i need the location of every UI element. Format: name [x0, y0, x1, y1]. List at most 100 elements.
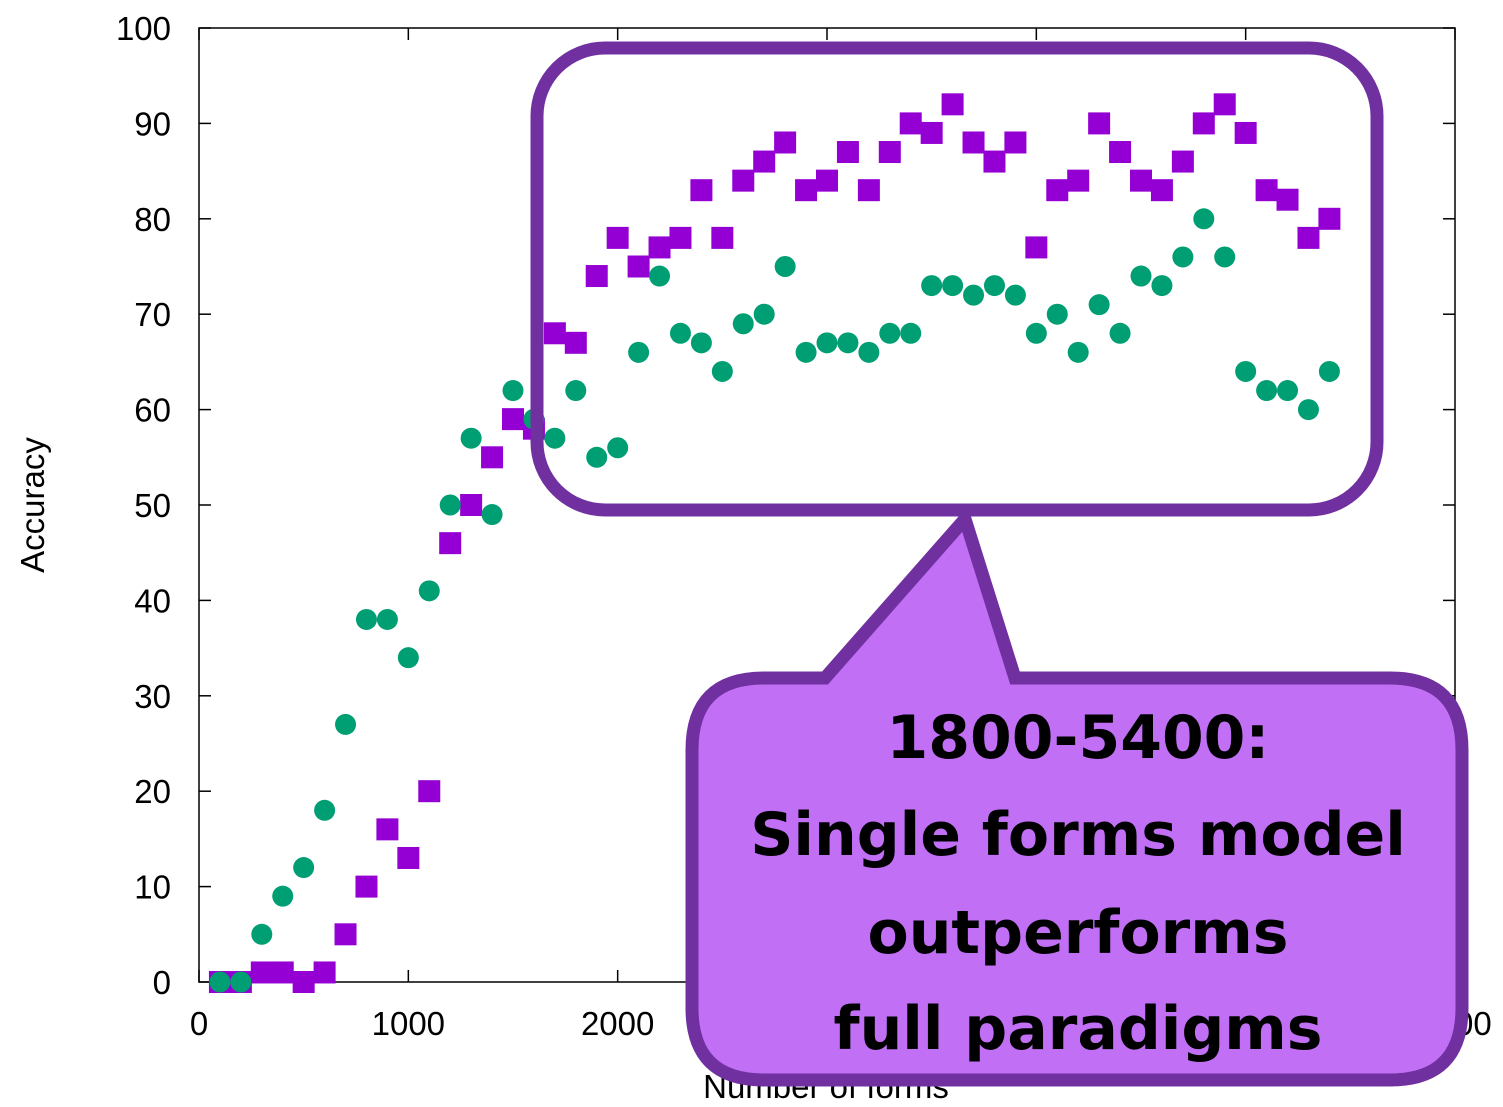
y-tick-label: 90	[134, 105, 171, 142]
y-tick-label: 40	[134, 582, 171, 619]
data-point-circle	[1151, 275, 1173, 297]
y-tick-label: 20	[134, 773, 171, 810]
data-point-circle	[1318, 360, 1340, 382]
data-point-square	[878, 141, 901, 164]
callout-text-line: 1800-5400:	[887, 703, 1270, 773]
data-point-circle	[376, 608, 398, 630]
data-point-square	[753, 150, 776, 173]
data-point-circle	[774, 256, 796, 277]
data-point-square	[1171, 150, 1194, 173]
data-point-circle	[230, 971, 252, 993]
data-point-circle	[209, 971, 231, 993]
data-point-square	[962, 131, 985, 154]
data-point-circle	[690, 332, 712, 354]
data-point-square	[1192, 112, 1215, 135]
data-point-circle	[837, 332, 859, 354]
data-point-square	[481, 446, 504, 469]
x-tick-label: 2000	[581, 1005, 654, 1042]
data-point-circle	[460, 427, 482, 449]
data-point-square	[460, 494, 483, 516]
data-point-square	[1025, 236, 1048, 259]
chart-marks	[208, 93, 1341, 993]
data-point-circle	[397, 647, 419, 669]
data-point-square	[1276, 188, 1299, 211]
x-tick-label: 1000	[372, 1005, 445, 1042]
data-point-square	[418, 780, 441, 803]
data-point-circle	[795, 341, 817, 363]
y-tick-label: 100	[116, 10, 171, 47]
y-tick-label: 0	[153, 964, 171, 1001]
data-point-square	[899, 112, 922, 135]
data-point-square	[1150, 179, 1173, 202]
data-point-square	[1004, 131, 1027, 154]
data-point-circle	[1193, 208, 1215, 230]
data-point-circle	[293, 857, 315, 879]
data-point-circle	[251, 923, 273, 945]
data-point-square	[1318, 207, 1341, 230]
data-point-circle	[314, 799, 336, 821]
data-point-square	[774, 131, 797, 154]
data-point-square	[1130, 169, 1152, 192]
data-point-circle	[272, 885, 294, 907]
data-point-square	[795, 179, 818, 202]
data-point-square	[648, 236, 671, 259]
data-point-square	[585, 265, 608, 288]
data-point-circle	[335, 713, 357, 735]
data-point-circle	[1235, 360, 1257, 382]
data-point-circle	[649, 265, 671, 287]
x-tick-label: 0	[190, 1005, 208, 1042]
data-point-circle	[669, 322, 691, 344]
data-point-circle	[565, 380, 587, 402]
data-point-circle	[607, 437, 629, 459]
data-point-circle	[879, 322, 901, 344]
callout-text: 1800-5400: Single forms model outperforms f…	[750, 703, 1406, 1064]
data-point-square	[669, 226, 692, 249]
data-point-circle	[1025, 322, 1047, 344]
data-point-circle	[983, 275, 1005, 297]
data-point-circle	[502, 380, 524, 402]
series-circle	[209, 208, 1340, 993]
data-point-square	[376, 818, 399, 841]
data-point-circle	[732, 313, 754, 335]
y-axis-title: Accuracy	[14, 437, 51, 573]
data-point-circle	[586, 446, 608, 468]
data-point-square	[1067, 169, 1090, 192]
data-point-circle	[900, 322, 922, 344]
data-point-circle	[1004, 284, 1026, 306]
data-point-circle	[942, 275, 964, 297]
data-point-square	[690, 179, 713, 202]
data-point-square	[606, 226, 629, 249]
data-point-square	[732, 169, 755, 192]
data-point-square	[397, 846, 420, 869]
data-point-circle	[816, 332, 838, 354]
data-point-square	[1046, 179, 1069, 202]
data-point-circle	[1088, 294, 1110, 316]
data-point-circle	[544, 427, 566, 449]
data-point-circle	[711, 360, 733, 382]
lower-callout-bubble	[685, 506, 1469, 1087]
callout-text-line: outperforms	[868, 898, 1289, 968]
y-tick-label: 70	[134, 296, 171, 333]
data-point-square	[313, 961, 336, 984]
data-point-circle	[858, 341, 880, 363]
data-point-circle	[481, 504, 503, 526]
data-point-square	[627, 255, 650, 278]
data-point-square	[983, 150, 1006, 173]
data-point-circle	[1046, 303, 1068, 325]
callout-text-line: Single forms model	[750, 800, 1406, 870]
data-point-square	[334, 923, 357, 946]
data-point-circle	[355, 608, 377, 630]
data-point-square	[292, 971, 315, 993]
data-point-square	[543, 322, 566, 345]
data-point-circle	[1172, 246, 1194, 268]
data-point-square	[439, 532, 462, 555]
data-point-square	[711, 226, 734, 249]
callout-text-line: full paradigms	[833, 994, 1322, 1064]
y-tick-label: 30	[134, 678, 171, 715]
y-tick-label: 10	[134, 869, 171, 906]
data-point-square	[941, 93, 964, 116]
data-point-square	[355, 875, 378, 898]
data-point-circle	[753, 303, 775, 325]
callouts: 1800-5400: Single forms model outperforms f…	[530, 41, 1469, 1087]
